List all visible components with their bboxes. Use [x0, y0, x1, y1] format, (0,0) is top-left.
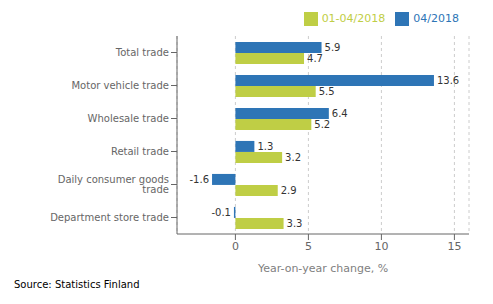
svg-text:Total trade: Total trade	[115, 47, 169, 58]
html-text:Source: Statistics Finland: Source: Statistics Finland	[14, 279, 140, 290]
svg-text:13.6: 13.6	[437, 75, 459, 86]
svg-text:4.7: 4.7	[307, 53, 323, 64]
svg-text:Wholesale trade: Wholesale trade	[88, 113, 169, 124]
svg-text:-0.1: -0.1	[211, 207, 231, 218]
svg-text:5.5: 5.5	[319, 86, 335, 97]
svg-text:Department store trade: Department store trade	[50, 212, 169, 223]
svg-text:-1.6: -1.6	[190, 174, 210, 185]
svg-text:2.9: 2.9	[281, 185, 297, 196]
svg-text:15: 15	[447, 240, 461, 253]
svg-text:Year-on-year change, %: Year-on-year change, %	[257, 262, 388, 275]
svg-text:0: 0	[232, 240, 239, 253]
svg-text:Daily consumer goodstrade: Daily consumer goodstrade	[58, 174, 169, 195]
svg-text:3.2: 3.2	[285, 152, 301, 163]
svg-text:Motor vehicle trade: Motor vehicle trade	[71, 80, 169, 91]
svg-text:5: 5	[305, 240, 312, 253]
svg-text:10: 10	[374, 240, 388, 253]
svg-text:Retail trade: Retail trade	[111, 146, 169, 157]
svg-text:6.4: 6.4	[332, 108, 348, 119]
html-text:01-04/2018: 01-04/2018	[321, 12, 386, 25]
html-text:04/2018: 04/2018	[413, 12, 459, 25]
svg-text:1.3: 1.3	[257, 141, 273, 152]
svg-text:5.2: 5.2	[314, 119, 330, 130]
svg-text:5.9: 5.9	[325, 42, 341, 53]
svg-text:3.3: 3.3	[287, 218, 303, 229]
